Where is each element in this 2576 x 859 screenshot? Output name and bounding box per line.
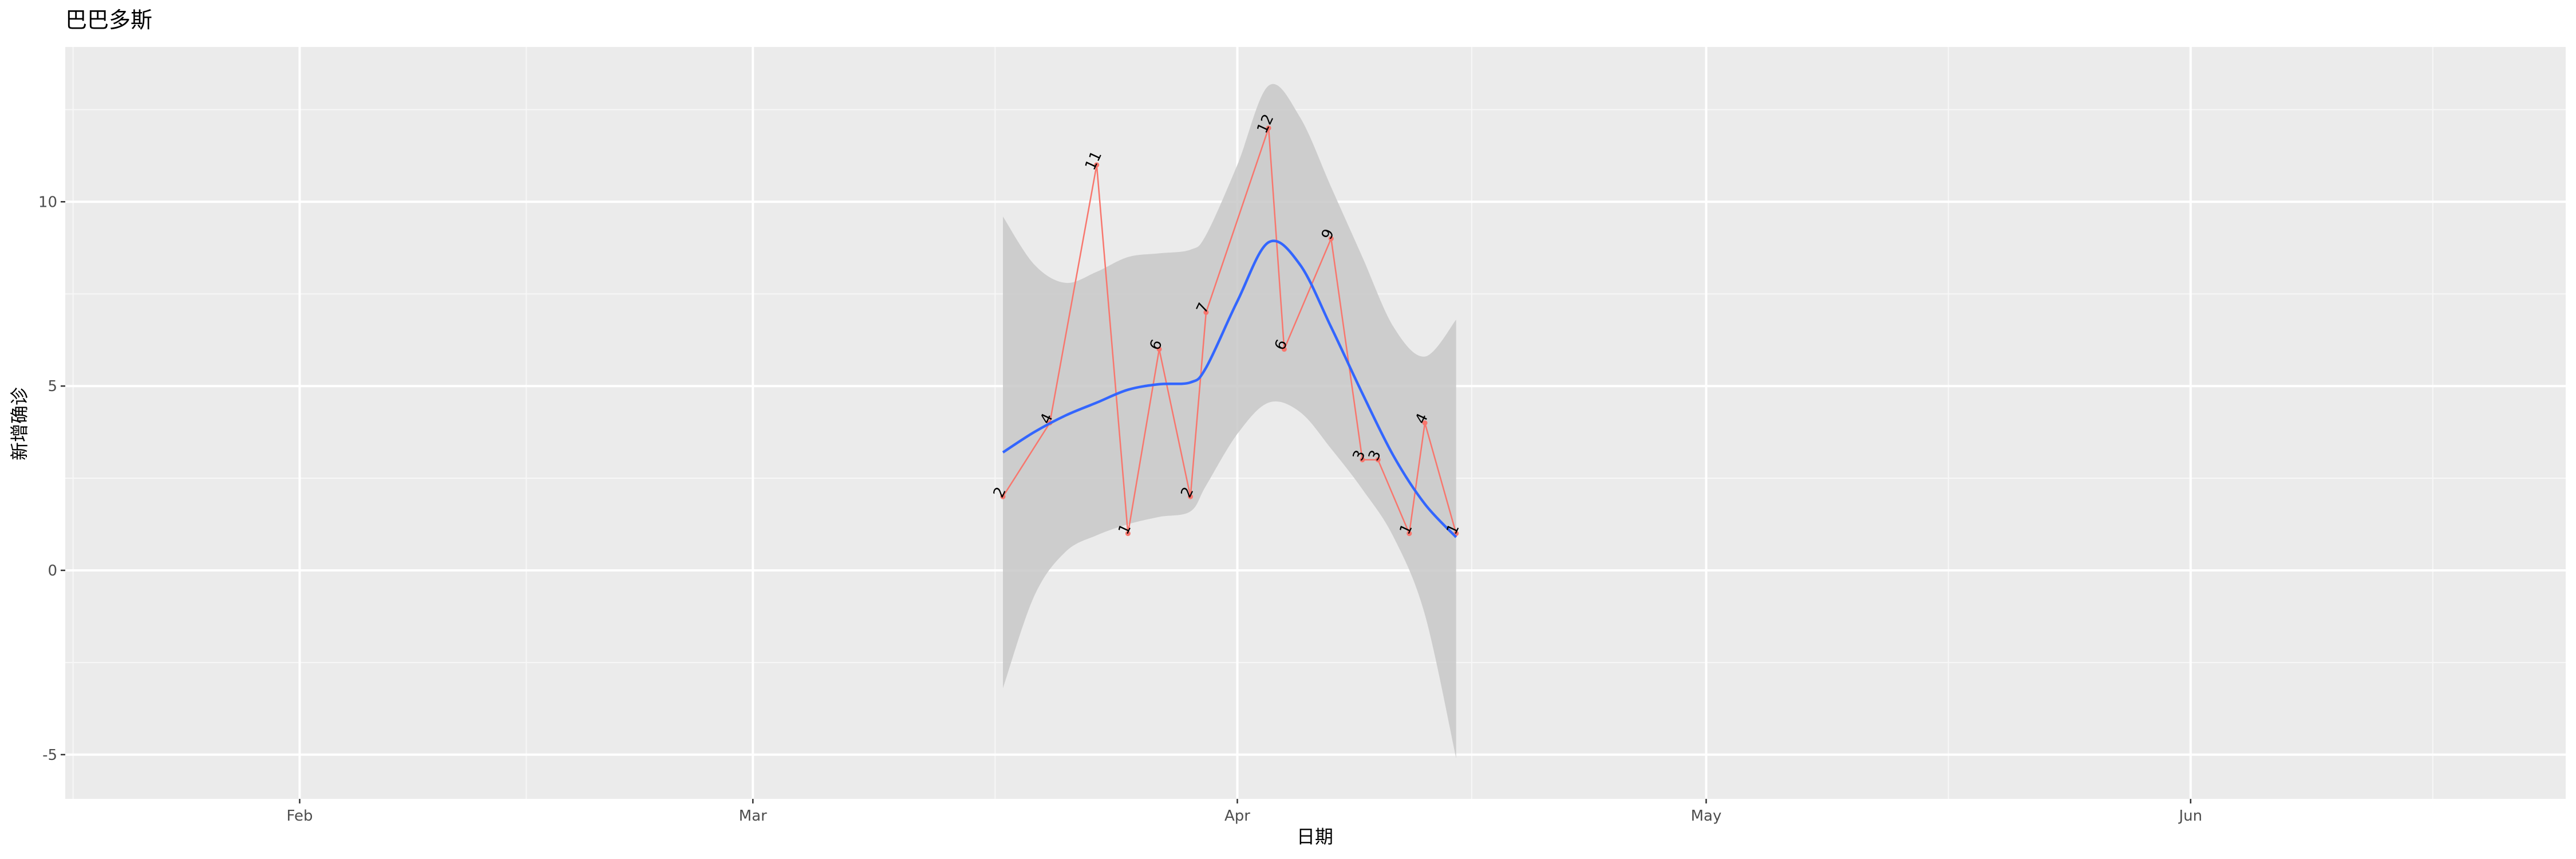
- y-axis-title: 新增确诊: [9, 387, 30, 460]
- confidence-band: [1003, 84, 1456, 759]
- axis-layer: -5 0 5 10 Feb Mar Apr May Jun: [38, 194, 2202, 825]
- data-point: [1360, 457, 1365, 463]
- data-point: [1156, 346, 1162, 352]
- y-tick-label: 0: [48, 562, 57, 580]
- x-axis-title: 日期: [1297, 826, 1333, 848]
- smooth-fit-line: [1002, 239, 1457, 538]
- x-tick-label: Jun: [2178, 807, 2202, 825]
- chart-title: 巴巴多斯: [65, 7, 152, 33]
- x-tick-label: May: [1691, 807, 1722, 825]
- data-point: [1000, 494, 1006, 499]
- series-layer: [1000, 125, 1459, 537]
- x-tick-label: Feb: [286, 807, 313, 825]
- x-tick-label: Apr: [1224, 807, 1250, 825]
- data-point: [1281, 346, 1287, 352]
- smooth-layer: [1002, 239, 1457, 538]
- data-point: [1094, 162, 1100, 168]
- confidence-band-layer: [1003, 84, 1456, 759]
- data-point: [1328, 236, 1334, 242]
- data-point: [1266, 125, 1271, 131]
- data-point: [1188, 494, 1194, 499]
- data-point: [1375, 457, 1381, 463]
- y-tick-label: 10: [38, 194, 57, 211]
- data-point: [1203, 309, 1209, 315]
- data-point: [1406, 531, 1412, 537]
- data-point: [1125, 531, 1131, 537]
- x-tick-label: Mar: [739, 807, 767, 825]
- data-point: [1422, 420, 1428, 425]
- y-tick-label: 5: [48, 378, 57, 395]
- y-tick-label: -5: [42, 747, 57, 764]
